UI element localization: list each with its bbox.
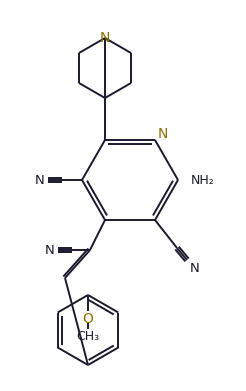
Text: N: N <box>190 262 200 274</box>
Text: N: N <box>45 244 55 256</box>
Text: N: N <box>35 174 45 187</box>
Text: N: N <box>100 31 110 45</box>
Text: NH₂: NH₂ <box>191 174 215 187</box>
Text: O: O <box>83 312 93 326</box>
Text: CH₃: CH₃ <box>77 330 100 344</box>
Text: N: N <box>158 127 168 141</box>
